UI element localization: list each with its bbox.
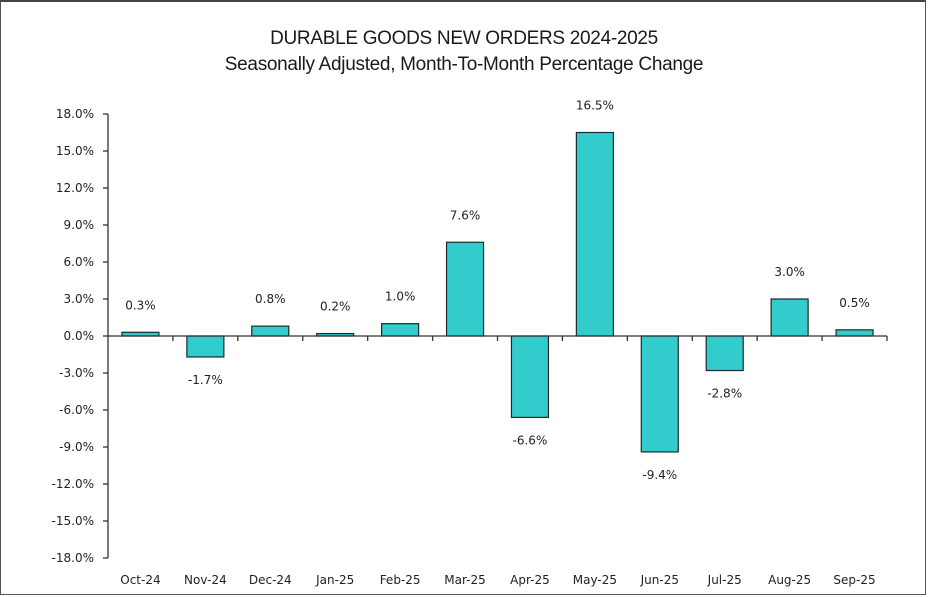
data-label: 0.8% (255, 292, 286, 306)
bar-feb-25 (381, 323, 420, 337)
y-tick-label: -6.0% (59, 403, 94, 417)
x-tick-label: Jan-25 (315, 573, 354, 587)
data-label: 16.5% (576, 99, 614, 113)
chart-title: DURABLE GOODS NEW ORDERS 2024-2025 (270, 28, 658, 49)
x-tick-label: Jul-25 (707, 573, 742, 587)
data-label: 3.0% (774, 265, 805, 279)
bar-mar-25 (445, 241, 485, 337)
y-tick-label: -12.0% (52, 477, 94, 491)
data-label: -1.7% (188, 373, 223, 387)
x-tick-label: Dec-24 (249, 573, 292, 587)
bar-apr-25 (510, 335, 550, 419)
x-tick-label: Jun-25 (640, 573, 679, 587)
x-tick-label: Feb-25 (380, 573, 421, 587)
y-tick-label: -15.0% (52, 514, 94, 528)
y-tick-label: 6.0% (64, 255, 95, 269)
x-tick-label: Sep-25 (833, 573, 875, 587)
y-tick-label: 18.0% (56, 107, 94, 121)
y-tick-label: 15.0% (56, 144, 94, 158)
x-tick-label: Apr-25 (510, 573, 550, 587)
y-tick-label: -9.0% (59, 440, 94, 454)
data-label: -9.4% (642, 468, 677, 482)
bar-jul-25 (705, 335, 744, 372)
y-tick-label: 3.0% (64, 292, 95, 306)
data-label: -2.8% (707, 387, 742, 401)
data-label: 0.2% (320, 300, 351, 314)
bar-dec-24 (251, 325, 290, 337)
data-label: 1.0% (385, 290, 416, 304)
data-label: -6.6% (513, 433, 548, 447)
chart-subtitle: Seasonally Adjusted, Month-To-Month Perc… (224, 54, 704, 75)
bar-nov-24 (186, 335, 225, 358)
x-tick-label: May-25 (573, 573, 617, 587)
x-tick-label: Nov-24 (184, 573, 227, 587)
data-label: 0.5% (839, 296, 870, 310)
x-tick-label: Mar-25 (444, 573, 485, 587)
x-tick-label: Oct-24 (120, 573, 160, 587)
y-tick-label: 0.0% (64, 329, 95, 343)
bar-may-25 (575, 131, 614, 337)
y-tick-label: 12.0% (56, 181, 94, 195)
y-tick-label: -3.0% (59, 366, 94, 380)
data-label: 0.3% (125, 298, 156, 312)
y-tick-label: 9.0% (64, 218, 95, 232)
bar-aug-25 (770, 298, 809, 337)
bar-jun-25 (640, 335, 679, 453)
y-tick-label: -18.0% (52, 551, 94, 565)
bar-sep-25 (835, 329, 874, 337)
x-tick-label: Aug-25 (768, 573, 811, 587)
data-label: 7.6% (450, 208, 481, 222)
